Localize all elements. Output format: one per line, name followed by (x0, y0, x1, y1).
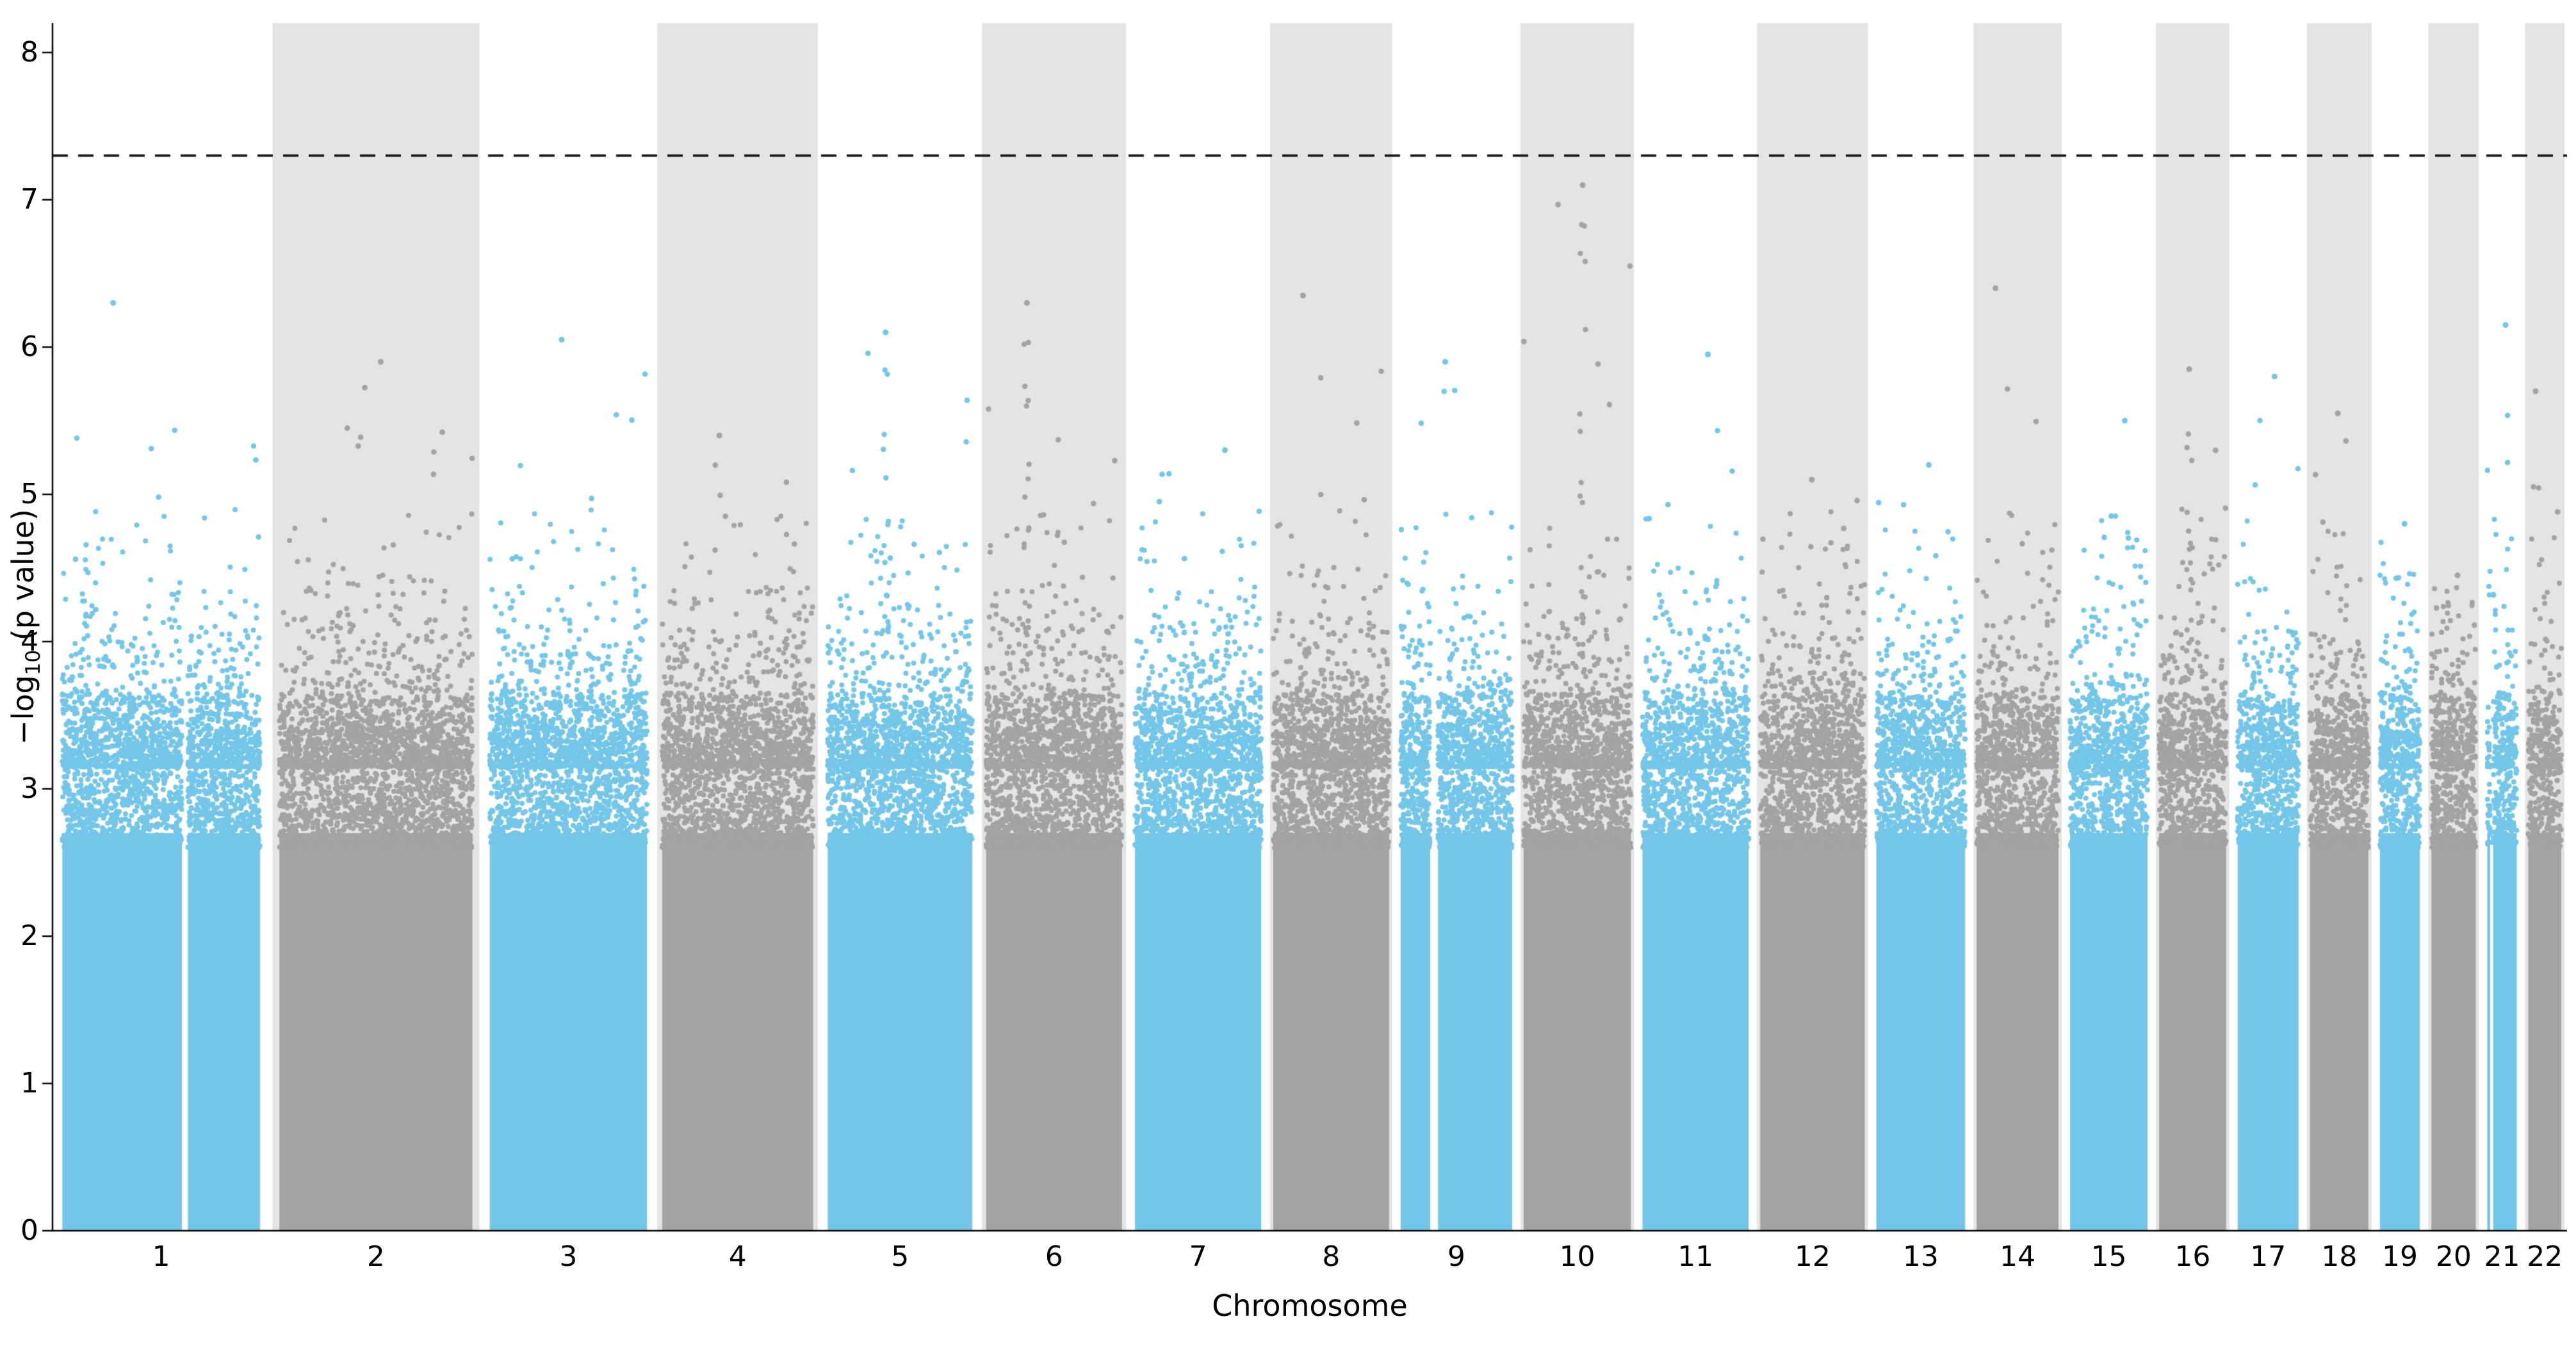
x-tick-label: 17 (2250, 1240, 2287, 1273)
y-tick-label: 7 (20, 183, 38, 216)
y-tick-label: 1 (20, 1067, 38, 1099)
x-tick-label: 19 (2382, 1240, 2418, 1273)
y-tick-label: 5 (20, 478, 38, 510)
x-tick-label: 8 (1322, 1240, 1341, 1273)
y-axis-label-prefix: −log (6, 675, 40, 745)
x-tick-label: 2 (366, 1240, 385, 1273)
y-tick-label: 6 (20, 330, 38, 363)
x-tick-label: 11 (1677, 1240, 1714, 1273)
x-tick-label: 12 (1794, 1240, 1830, 1273)
x-tick-label: 1 (152, 1240, 170, 1273)
x-tick-label: 6 (1045, 1240, 1063, 1273)
x-axis-label: Chromosome (1212, 1288, 1408, 1323)
x-tick-label: 9 (1447, 1240, 1465, 1273)
x-tick-label: 3 (559, 1240, 578, 1273)
y-tick-label: 3 (20, 772, 38, 805)
y-tick-label: 8 (20, 36, 38, 69)
x-tick-label: 20 (2435, 1240, 2472, 1273)
x-tick-label: 16 (2174, 1240, 2211, 1273)
y-tick-label: 0 (20, 1214, 38, 1247)
x-tick-label: 5 (891, 1240, 909, 1273)
x-tick-label: 10 (1559, 1240, 1595, 1273)
x-tick-label: 18 (2321, 1240, 2358, 1273)
x-tick-label: 14 (2000, 1240, 2036, 1273)
x-tick-label: 22 (2527, 1240, 2563, 1273)
x-tick-label: 15 (2091, 1240, 2127, 1273)
x-tick-label: 7 (1189, 1240, 1207, 1273)
x-tick-label: 21 (2484, 1240, 2520, 1273)
x-tick-label: 4 (728, 1240, 747, 1273)
y-tick-label: 4 (20, 625, 38, 658)
y-tick-label: 2 (20, 920, 38, 952)
x-tick-label: 13 (1902, 1240, 1939, 1273)
